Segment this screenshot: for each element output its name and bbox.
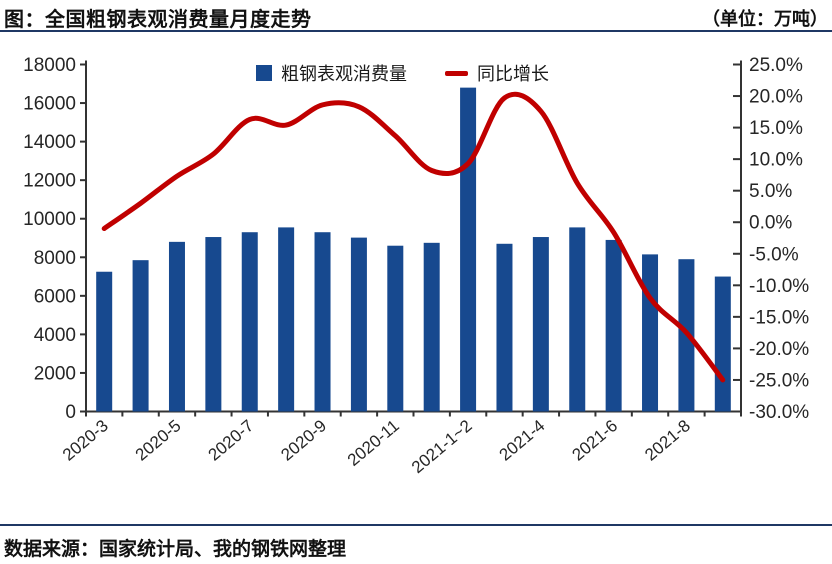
x-axis-category-label: 2021-1~2 [408,416,476,477]
bar-2020-3 [96,271,113,412]
bar-2021-7 [642,254,659,412]
bar-2021-3 [496,243,513,412]
footer-divider [0,524,832,526]
right-axis-tick-label: -25.0% [749,370,809,391]
legend-bar-label: 粗钢表观消费量 [281,64,407,84]
left-axis-tick-label: 14000 [23,132,76,153]
bar-2020-8 [278,227,295,412]
legend-item-yoy-growth: 同比增长 [445,60,549,86]
legend-line-label: 同比增长 [477,64,549,84]
bar-2020-7 [241,232,258,412]
bar-series-swatch-icon [256,65,272,81]
bar-2021-1~2 [460,87,477,412]
x-axis-category-label: 2020-7 [205,416,258,465]
bar-2020-6 [205,237,222,412]
line-series-swatch-icon [445,70,468,76]
x-axis-category-label: 2020-3 [59,416,112,465]
bar-2021-5 [569,227,586,412]
right-axis-tick-label: 5.0% [749,181,792,202]
chart-canvas: 0 2000 4000 6000 8000 10000 12000 14000 16000 180… [23,55,809,477]
x-axis-category-label: 2020-11 [344,416,403,470]
left-axis-tick-label: 8000 [34,248,76,269]
legend-item-consumption: 粗钢表观消费量 [256,60,407,86]
header-divider [0,30,832,32]
bar-2020-5 [168,241,185,412]
left-axis-tick-label: 4000 [34,325,76,346]
bar-2020-4 [132,260,149,412]
bar-2020-11 [387,245,404,412]
bar-2021-6 [605,239,622,412]
right-axis-tick-label: -10.0% [749,276,809,297]
left-axis-tick-label: 18000 [23,55,76,76]
left-axis-tick-label: 10000 [23,209,76,230]
right-axis-tick-label: 15.0% [749,118,803,139]
x-axis-category-label: 2021-4 [496,416,549,465]
left-axis-tick-label: 2000 [34,363,76,384]
right-axis-tick-label: 25.0% [749,55,803,76]
bar-2020-9 [314,232,331,412]
yoy-growth-line [101,91,726,383]
unit-label: （单位：万吨） [702,9,828,29]
x-axis-category-label: 2020-9 [277,416,330,465]
bar-2021-9 [714,276,731,412]
x-axis-category-label: 2020-5 [132,416,185,465]
page-title: 图：全国粗钢表观消费量月度走势 [4,9,312,31]
right-axis-tick-label: -20.0% [749,339,809,360]
right-axis-tick-label: -15.0% [749,307,809,328]
bar-2020-12 [423,242,440,412]
left-axis-tick-label: 0 [65,402,76,423]
right-axis-tick-label: -30.0% [749,402,809,423]
bar-2021-4 [532,237,549,412]
chart-legend: 粗钢表观消费量 同比增长 [256,60,549,86]
right-axis-tick-label: 0.0% [749,213,792,234]
x-axis-category-label: 2021-6 [568,416,621,465]
data-source-note: 数据来源：国家统计局、我的钢铁网整理 [4,539,347,560]
left-axis-tick-label: 12000 [23,171,76,192]
right-axis-tick-label: -5.0% [749,244,799,265]
right-axis-tick-label: 20.0% [749,87,803,108]
left-axis-tick-label: 16000 [23,94,76,115]
bar-2020-10 [350,237,367,412]
left-axis-tick-label: 6000 [34,286,76,307]
right-axis-tick-label: 10.0% [749,150,803,171]
x-axis-category-label: 2021-8 [641,416,694,465]
